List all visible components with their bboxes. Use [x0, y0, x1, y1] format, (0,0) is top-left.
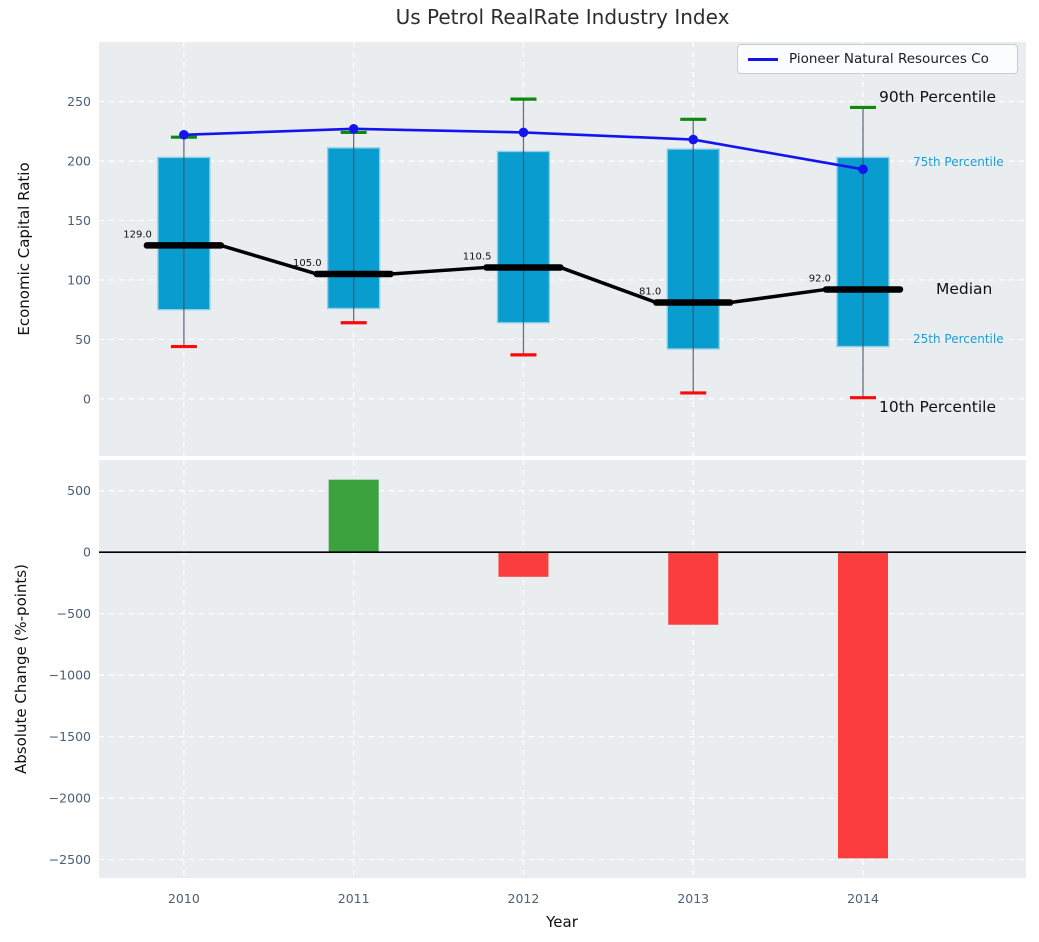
annotation-10th-percentile: 10th Percentile: [879, 398, 997, 416]
x-tick-label: 2013: [677, 891, 709, 906]
annotation-25th-percentile: 25th Percentile: [913, 332, 1004, 346]
y-tick-label: 200: [67, 153, 91, 168]
y-axis-label-bottom: Absolute Change (%-points): [12, 564, 30, 774]
change-bar: [498, 552, 549, 577]
median-connector: [729, 287, 827, 305]
legend-line-sample: [748, 57, 778, 61]
change-bar: [838, 552, 889, 859]
annotation-75th-percentile: 75th Percentile: [913, 155, 1004, 169]
pioneer-point: [688, 134, 699, 145]
y-axis-label-top: Economic Capital Ratio: [15, 162, 33, 336]
change-bar: [668, 552, 719, 625]
y-tick-label: 250: [67, 94, 91, 109]
x-tick-label: 2012: [508, 891, 540, 906]
annotation-90th-percentile: 90th Percentile: [879, 88, 997, 106]
y-tick-label: 0: [83, 545, 91, 560]
change-bar: [328, 479, 379, 553]
y-tick-label: −2500: [49, 852, 91, 867]
y-tick-label: 500: [67, 483, 91, 498]
annotation-median: Median: [936, 280, 993, 298]
median-value-label: 105.0: [293, 258, 322, 269]
pioneer-point: [348, 124, 359, 134]
x-tick-label: 2010: [168, 891, 200, 906]
median-connector: [559, 265, 657, 305]
pioneer-point: [518, 127, 529, 138]
x-axis-label: Year: [546, 913, 578, 931]
y-tick-label: 50: [75, 332, 91, 347]
y-tick-label: −1000: [49, 668, 91, 683]
y-tick-label: 0: [83, 391, 91, 406]
y-tick-label: 150: [67, 213, 91, 228]
median-connector: [220, 243, 318, 276]
y-tick-label: 100: [67, 272, 91, 287]
x-tick-label: 2014: [847, 891, 879, 906]
legend-label: Pioneer Natural Resources Co: [789, 51, 989, 67]
median-value-label: 92.0: [809, 273, 831, 284]
pioneer-point: [179, 129, 189, 140]
chart-title: Us Petrol RealRate Industry Index: [395, 5, 730, 29]
median-value-label: 129.0: [123, 229, 152, 240]
y-tick-label: −2000: [49, 791, 91, 806]
median-value-label: 110.5: [463, 251, 492, 262]
legend: Pioneer Natural Resources Co: [737, 44, 1018, 74]
median-value-label: 81.0: [639, 287, 661, 298]
pioneer-point: [858, 164, 868, 175]
y-tick-label: −1500: [49, 729, 91, 744]
y-tick-label: −500: [57, 606, 91, 621]
median-connector: [390, 265, 487, 276]
x-tick-label: 2011: [338, 891, 370, 906]
